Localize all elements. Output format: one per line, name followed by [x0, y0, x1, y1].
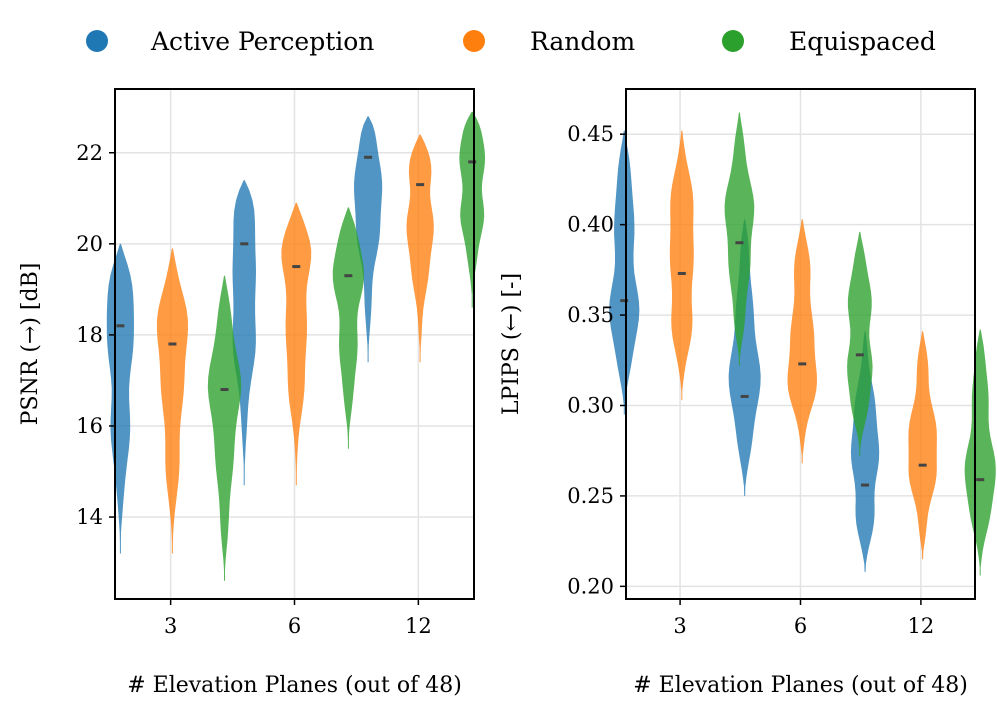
- lpips-xtick-label-1: 6: [794, 614, 807, 638]
- psnr-violin-active-perception-12: [354, 116, 383, 363]
- psnr-violin-random-6: [281, 202, 312, 486]
- lpips-violin-equispaced-3: [724, 112, 755, 366]
- psnr-y-axis-label: PSNR (→) [dB]: [18, 263, 43, 426]
- legend-marker-active-perception: [86, 30, 108, 52]
- psnr-xtick-label-1: 6: [288, 614, 301, 638]
- lpips-xtick-label-0: 3: [673, 614, 686, 638]
- psnr-xtick-label-0: 3: [164, 614, 177, 638]
- psnr-ytick-label-0: 14: [76, 505, 103, 529]
- legend-marker-equispaced: [722, 30, 744, 52]
- psnr-ytick-label-2: 18: [76, 323, 103, 347]
- lpips-violin-active-perception-3: [609, 130, 640, 415]
- lpips-violin-random-3: [669, 130, 694, 401]
- lpips-violin-active-perception-6: [728, 219, 761, 496]
- legend-label-equispaced: Equispaced: [789, 27, 936, 56]
- lpips-violin-random-12: [908, 331, 937, 560]
- psnr-ytick-label-3: 20: [76, 232, 103, 256]
- lpips-ytick-label-0: 0.20: [567, 574, 614, 598]
- lpips-ytick-label-5: 0.45: [567, 122, 614, 146]
- psnr-ytick-label-1: 16: [76, 414, 103, 438]
- legend: Active Perception Random Equispaced: [86, 27, 936, 56]
- psnr-violin-active-perception-3: [106, 243, 134, 554]
- psnr-violin-random-3: [156, 248, 188, 554]
- psnr-ytick-label-4: 22: [76, 141, 103, 165]
- psnr-violin-active-perception-6: [232, 180, 256, 486]
- lpips-violin-equispaced-12: [964, 329, 996, 576]
- psnr-violin-equispaced-6: [332, 207, 364, 449]
- legend-marker-random: [463, 30, 485, 52]
- lpips-ytick-label-3: 0.35: [567, 303, 614, 327]
- legend-label-random: Random: [530, 27, 635, 56]
- lpips-ytick-label-2: 0.30: [567, 393, 614, 417]
- psnr-violin-equispaced-3: [207, 275, 242, 581]
- psnr-x-axis-label: # Elevation Planes (out of 48): [127, 673, 462, 698]
- lpips-xtick-label-2: 12: [908, 614, 935, 638]
- psnr-violin-equispaced-12: [459, 111, 486, 308]
- lpips-y-axis-label: LPIPS (←) [-]: [499, 273, 524, 415]
- lpips-ytick-label-4: 0.40: [567, 213, 614, 237]
- psnr-panel: 14 16 18 20 22 3 6 12 # Elevation Planes (out of…: [18, 88, 486, 698]
- lpips-violin-equispaced-6: [847, 231, 873, 457]
- lpips-panel: 0.20 0.25 0.30 0.35 0.40 0.45 3 6 12 # Elevation …: [499, 88, 996, 698]
- psnr-violin-random-12: [406, 134, 434, 363]
- legend-label-active-perception: Active Perception: [150, 27, 374, 56]
- lpips-violin-random-6: [787, 219, 817, 464]
- psnr-xtick-label-2: 12: [405, 614, 432, 638]
- lpips-x-axis-label: # Elevation Planes (out of 48): [633, 673, 968, 698]
- lpips-ytick-label-1: 0.25: [567, 484, 614, 508]
